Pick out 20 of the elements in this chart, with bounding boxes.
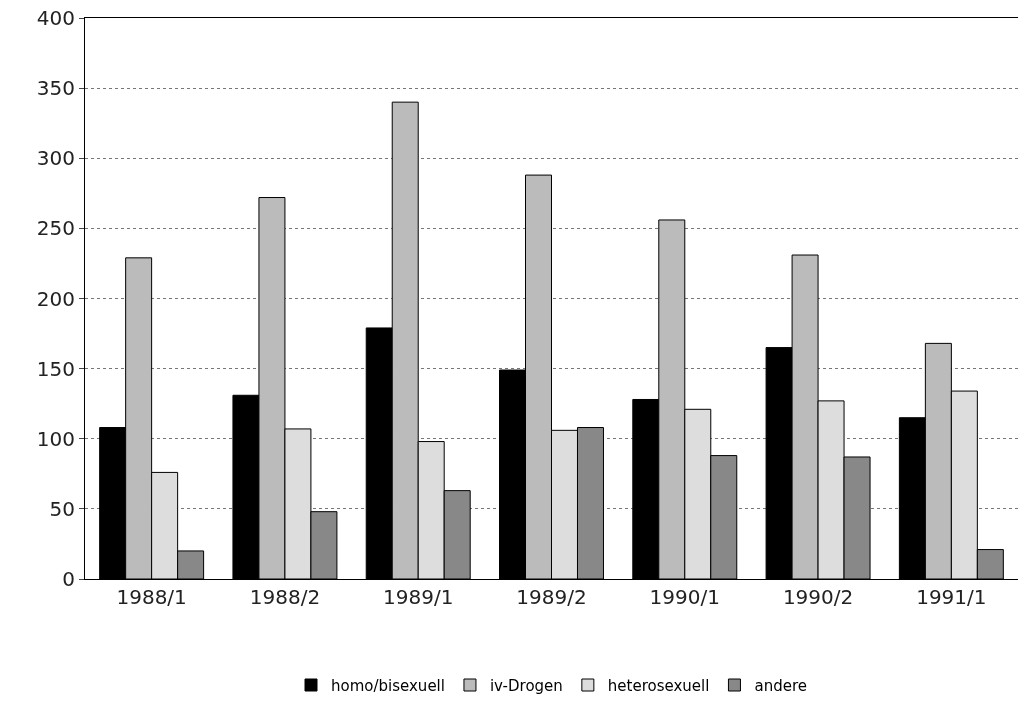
- y-tick-label: 0: [62, 567, 75, 591]
- y-tick-label: 350: [36, 76, 75, 101]
- y-tick-label: 300: [36, 146, 75, 171]
- x-tick-label: 1990/1: [649, 585, 720, 609]
- x-tick-label: 1991/1: [916, 585, 987, 609]
- x-tick-label: 1988/2: [249, 585, 321, 609]
- y-tick-label: 150: [36, 356, 75, 381]
- x-tick-label: 1989/2: [516, 585, 587, 609]
- legend-label: iv-Drogen: [489, 676, 563, 695]
- x-tick-label: 1988/1: [116, 585, 187, 609]
- x-tick-label: 1990/2: [782, 585, 854, 609]
- y-tick-label: 250: [36, 216, 75, 241]
- y-tick-label: 200: [36, 286, 75, 311]
- y-tick-label: 100: [36, 426, 75, 451]
- x-tick-label: 1989/1: [383, 585, 454, 609]
- legend-label: andere: [754, 676, 807, 695]
- y-tick-label: 400: [36, 6, 75, 30]
- legend-label: heterosexuell: [607, 676, 710, 695]
- legend-label: homo/bisexuell: [331, 676, 445, 695]
- y-tick-label: 50: [49, 496, 75, 521]
